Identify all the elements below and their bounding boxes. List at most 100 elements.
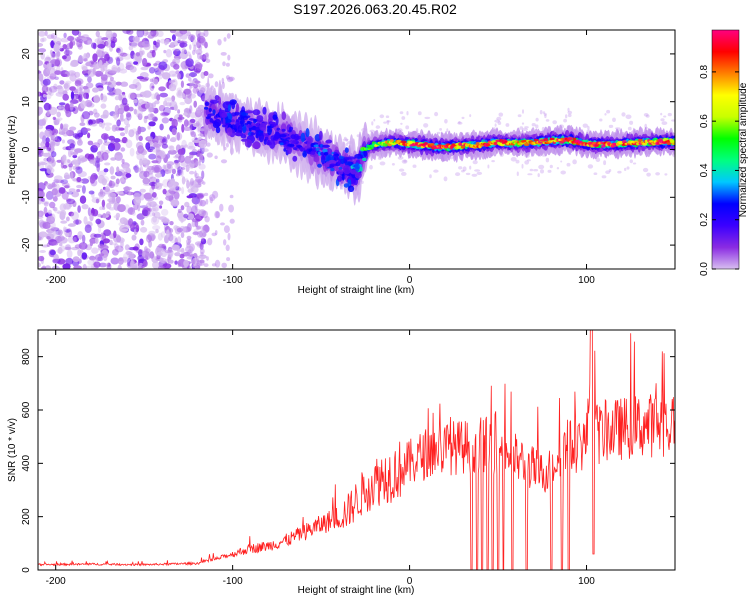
spectrogram-cell	[340, 159, 345, 165]
spectrogram-cell	[105, 262, 109, 266]
spectrogram-cell	[521, 122, 525, 125]
spectrogram-cell	[184, 144, 189, 148]
spectrogram-cell	[192, 231, 200, 236]
spectrogram-cell	[196, 259, 202, 267]
spectrogram-cell	[160, 231, 166, 238]
spectrogram-cell	[148, 146, 155, 150]
spectrogram-cell	[53, 83, 58, 90]
spectrogram-cell	[67, 159, 71, 164]
spectrogram-cell	[661, 121, 668, 125]
spectrogram-cell	[149, 251, 155, 259]
spectrogram-cell	[107, 92, 116, 96]
spectrogram-cell	[70, 171, 74, 180]
spectrogram-cell	[189, 72, 197, 78]
spectrogram-cell	[115, 170, 123, 177]
spectrogram-cell	[152, 225, 161, 231]
spectrogram-cell	[204, 216, 210, 223]
x-tick-label: -100	[223, 576, 243, 587]
x-tick-label: -200	[46, 275, 66, 286]
spectrogram-cell	[95, 118, 100, 124]
spectrogram-cell	[152, 192, 157, 198]
spectrogram-cell	[166, 134, 170, 140]
spectrogram-cell	[123, 253, 128, 261]
spectrogram-cell	[50, 40, 55, 49]
spectrogram-cell	[83, 216, 88, 225]
spectrogram-cell	[84, 224, 92, 233]
spectrogram-cell	[192, 39, 197, 47]
spectrogram-cell	[133, 93, 143, 98]
spectrogram-cell	[306, 140, 311, 149]
spectrogram-cell	[183, 213, 189, 219]
spectrogram-cell	[342, 165, 352, 175]
spectrogram-cell	[43, 206, 48, 215]
spectrogram-cell	[89, 159, 96, 164]
spectrogram-cell	[415, 128, 419, 132]
spectrogram-ylabel: Frequency (Hz)	[7, 116, 18, 185]
spectrogram-cell	[49, 249, 56, 256]
spectrogram-cell	[161, 117, 170, 124]
spectrogram-cell	[158, 86, 166, 92]
spectrogram-cell	[139, 91, 147, 98]
spectrogram-cell	[338, 166, 343, 170]
spectrogram-cell	[244, 110, 254, 114]
spectrogram-cell	[186, 195, 194, 199]
spectrogram-cell	[152, 212, 156, 217]
spectrogram-cell	[162, 217, 170, 225]
spectrogram-cell	[131, 128, 138, 134]
spectrogram-cell	[180, 168, 184, 178]
spectrogram-cell	[38, 262, 41, 268]
spectrogram-cell	[88, 190, 95, 195]
spectrogram-cell	[79, 122, 86, 126]
spectrogram-cell	[116, 169, 126, 177]
spectrogram-cell	[263, 138, 267, 145]
spectrogram-cell	[141, 250, 150, 259]
spectrogram-cell	[194, 161, 200, 167]
spectrogram-cell	[155, 155, 162, 164]
spectrogram-cell	[594, 144, 600, 147]
spectrogram-cell	[603, 160, 607, 166]
spectrogram-cell	[300, 132, 306, 143]
spectrogram-cell	[43, 202, 49, 207]
spectrogram-cell	[194, 64, 201, 69]
spectrogram-cell	[179, 225, 187, 234]
spectrogram-cell	[527, 173, 533, 176]
spectrogram-cell	[643, 113, 649, 117]
spectrogram-cell	[325, 139, 333, 144]
spectrogram-cell	[310, 150, 316, 155]
spectrogram-cell	[494, 123, 497, 127]
spectrogram-cell	[531, 123, 536, 127]
spectrogram-cell	[200, 87, 206, 94]
spectrogram-cell	[318, 130, 323, 141]
spectrogram-cell	[362, 157, 367, 162]
spectrogram-cell	[205, 198, 209, 205]
spectrogram-cell	[446, 128, 449, 133]
spectrogram-cell	[56, 111, 61, 118]
spectrogram-cell	[114, 243, 119, 251]
spectrogram-cell	[246, 124, 253, 128]
spectrogram-cell	[412, 164, 417, 168]
spectrogram-cell	[660, 112, 663, 116]
spectrogram-cell	[39, 191, 46, 198]
spectrogram-cell	[110, 257, 120, 265]
spectrogram-cell	[195, 30, 201, 38]
spectrogram-cell	[76, 176, 82, 183]
spectrogram-cell	[80, 157, 88, 162]
spectrogram-cell	[177, 36, 181, 43]
spectrogram-cell	[169, 145, 175, 152]
spectrogram-cell	[119, 68, 128, 74]
spectrogram-cell	[276, 127, 281, 131]
spectrogram-cell	[58, 187, 66, 194]
spectrogram-cell	[186, 121, 193, 125]
spectrogram-cell	[167, 164, 172, 169]
spectrogram-cell	[605, 170, 611, 174]
spectrogram-cell	[117, 107, 125, 115]
spectrogram-cell	[49, 201, 56, 209]
spectrogram-cell	[173, 104, 178, 111]
spectrogram-cell	[234, 132, 243, 137]
spectrogram-cell	[38, 70, 42, 74]
spectrogram-cell	[97, 151, 101, 159]
spectrogram-cell	[147, 125, 151, 130]
spectrogram-cell	[92, 142, 101, 149]
